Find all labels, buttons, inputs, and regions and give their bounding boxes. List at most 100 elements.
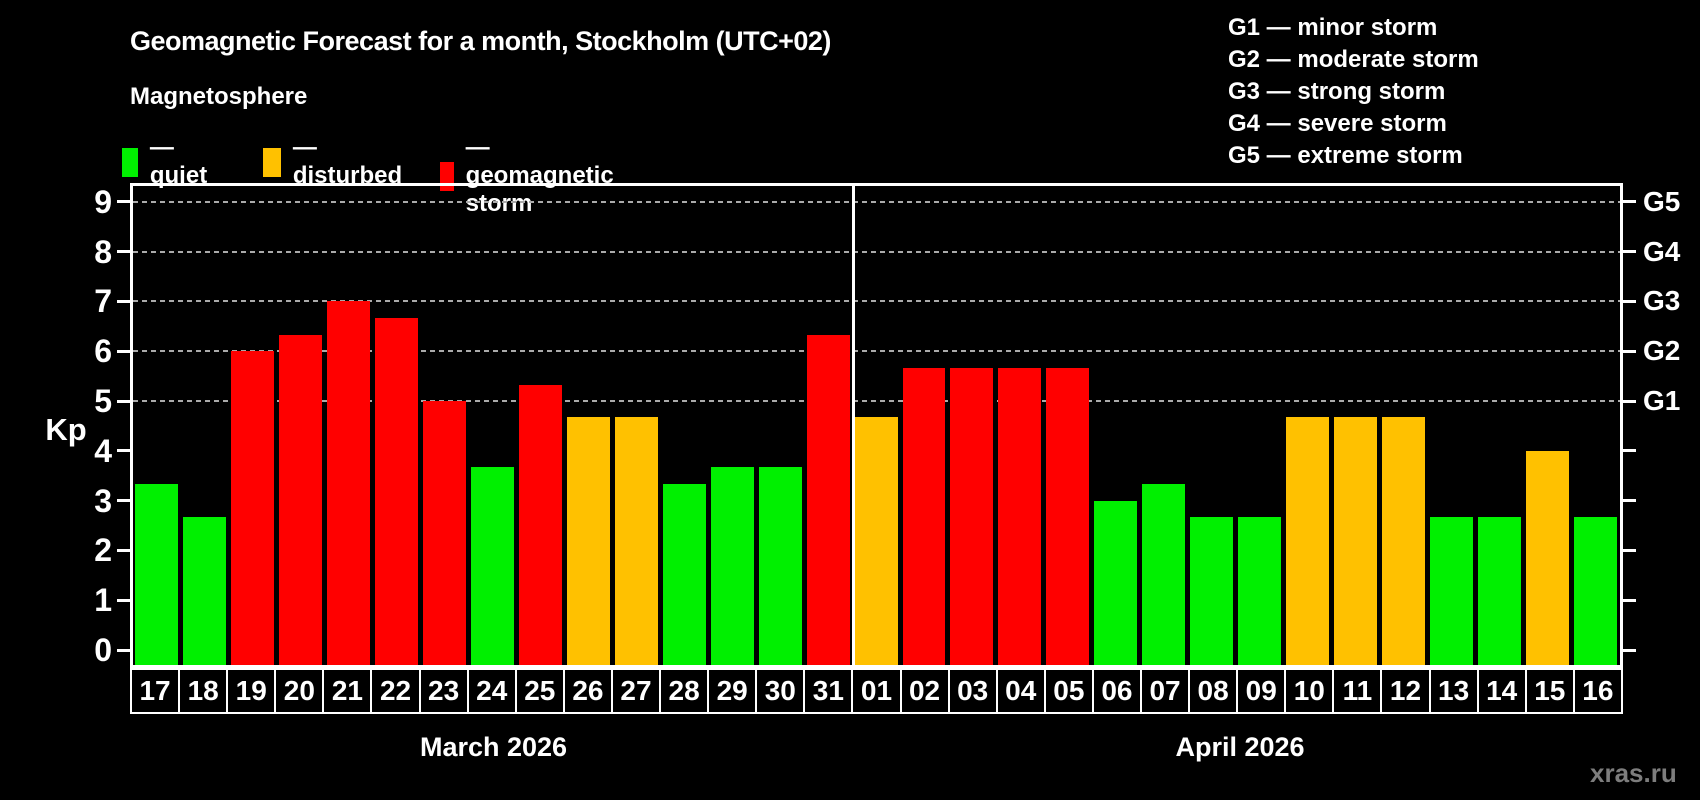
bar-cell-day-31 xyxy=(805,186,853,665)
kp-bar-day-20 xyxy=(278,334,322,665)
right-tick-8 xyxy=(1623,250,1636,254)
gridline-kp-6 xyxy=(133,350,1620,353)
bar-cell-day-25 xyxy=(517,186,565,665)
right-tick-3 xyxy=(1623,499,1636,503)
day-label-08: 08 xyxy=(1188,668,1239,714)
day-label-26: 26 xyxy=(562,668,613,714)
y-axis-label-2: 2 xyxy=(94,532,112,569)
right-tick-5 xyxy=(1623,399,1636,403)
day-label-01: 01 xyxy=(851,668,902,714)
bar-cell-day-08 xyxy=(1188,186,1236,665)
day-label-31: 31 xyxy=(803,668,854,714)
plot-area xyxy=(130,183,1623,668)
month-label-april: April 2026 xyxy=(1175,732,1305,762)
bar-cell-day-27 xyxy=(613,186,661,665)
bar-cell-day-06 xyxy=(1092,186,1140,665)
left-tick-1 xyxy=(117,598,130,602)
kp-bar-day-10 xyxy=(1286,417,1330,665)
kp-bar-day-18 xyxy=(182,517,226,665)
month-divider-line xyxy=(851,186,855,665)
kp-bar-day-17 xyxy=(135,484,178,665)
kp-bar-day-19 xyxy=(230,351,274,665)
bar-cell-day-02 xyxy=(901,186,949,665)
gridline-kp-7 xyxy=(133,300,1620,303)
g-scale-legend: G1 — minor storm G2 — moderate storm G3 … xyxy=(1228,12,1479,172)
right-tick-4 xyxy=(1623,449,1636,453)
right-tick-9 xyxy=(1623,200,1636,204)
kp-bar-day-29 xyxy=(710,467,754,665)
kp-bar-day-14 xyxy=(1478,517,1522,665)
chart-title: Geomagnetic Forecast for a month, Stockh… xyxy=(130,26,831,56)
right-tick-6 xyxy=(1623,349,1636,353)
right-tick-1 xyxy=(1623,598,1636,602)
day-label-07: 07 xyxy=(1139,668,1191,714)
legend-label-quiet: — quiet xyxy=(149,134,208,189)
day-label-04: 04 xyxy=(995,668,1046,714)
left-tick-5 xyxy=(117,399,130,403)
bar-cell-day-13 xyxy=(1428,186,1476,665)
right-tick-7 xyxy=(1623,299,1636,303)
g4-legend-line: G4 — severe storm xyxy=(1228,110,1447,137)
bar-cell-day-29 xyxy=(709,186,757,665)
day-label-24: 24 xyxy=(466,668,517,714)
kp-bar-day-16 xyxy=(1574,517,1618,665)
left-tick-7 xyxy=(117,299,130,303)
day-label-19: 19 xyxy=(226,668,277,714)
day-label-06: 06 xyxy=(1091,668,1142,714)
bar-cell-day-03 xyxy=(948,186,996,665)
g2-legend-line: G2 — moderate storm xyxy=(1228,46,1479,73)
bar-cell-day-18 xyxy=(181,186,229,665)
day-label-25: 25 xyxy=(514,668,565,714)
y-axis-title: Kp xyxy=(45,412,87,447)
day-label-13: 13 xyxy=(1428,668,1479,714)
kp-bar-day-28 xyxy=(662,484,706,665)
bar-cell-day-10 xyxy=(1284,186,1332,665)
right-tick-2 xyxy=(1623,548,1636,552)
day-label-03: 03 xyxy=(947,668,998,714)
bar-cell-day-14 xyxy=(1476,186,1524,665)
kp-bar-day-13 xyxy=(1430,517,1474,665)
bar-cell-day-05 xyxy=(1044,186,1092,665)
y-axis-label-8: 8 xyxy=(94,233,112,270)
day-label-20: 20 xyxy=(274,668,325,714)
legend-item-quiet: — quiet xyxy=(122,134,213,190)
bar-cell-day-28 xyxy=(661,186,709,665)
day-label-09: 09 xyxy=(1236,668,1287,714)
kp-bar-day-09 xyxy=(1238,517,1282,665)
kp-bars xyxy=(133,186,1620,665)
y-axis-label-9: 9 xyxy=(94,183,112,220)
gridline-kp-8 xyxy=(133,250,1620,253)
quiet-color-swatch xyxy=(122,147,138,177)
bar-cell-day-11 xyxy=(1332,186,1380,665)
day-label-11: 11 xyxy=(1332,668,1383,714)
bar-cell-day-07 xyxy=(1140,186,1188,665)
left-tick-3 xyxy=(117,499,130,503)
day-label-18: 18 xyxy=(178,668,229,714)
kp-bar-day-07 xyxy=(1142,484,1186,665)
day-label-29: 29 xyxy=(707,668,758,714)
day-label-27: 27 xyxy=(610,668,662,714)
chart-subtitle: Magnetosphere xyxy=(130,83,308,110)
y-axis-label-0: 0 xyxy=(94,632,112,668)
day-label-14: 14 xyxy=(1476,668,1527,714)
bar-cell-day-19 xyxy=(229,186,277,665)
left-tick-2 xyxy=(117,548,130,552)
right-axis-label-g5: G5 xyxy=(1643,185,1681,217)
bar-cell-day-09 xyxy=(1236,186,1284,665)
kp-bar-day-03 xyxy=(950,367,994,665)
kp-bar-day-22 xyxy=(374,317,418,665)
g3-legend-line: G3 — strong storm xyxy=(1228,78,1446,105)
y-axis-label-6: 6 xyxy=(94,333,112,370)
kp-bar-day-31 xyxy=(806,334,850,665)
legend-item-disturbed: — disturbed xyxy=(263,134,406,190)
bar-cell-day-20 xyxy=(277,186,325,665)
left-tick-8 xyxy=(117,250,130,254)
bar-cell-day-16 xyxy=(1572,186,1620,665)
kp-bar-day-30 xyxy=(758,467,802,665)
bar-cell-day-21 xyxy=(325,186,373,665)
kp-bar-day-02 xyxy=(902,367,946,665)
kp-bar-day-15 xyxy=(1526,450,1570,665)
day-axis: 17 18 19 20 21 22 23 24 25 26 27 28 29 30 31 01 02 03 04 05… xyxy=(130,668,1623,714)
month-label-march: March 2026 xyxy=(419,732,568,762)
g1-legend-line: G1 — minor storm xyxy=(1228,14,1438,41)
